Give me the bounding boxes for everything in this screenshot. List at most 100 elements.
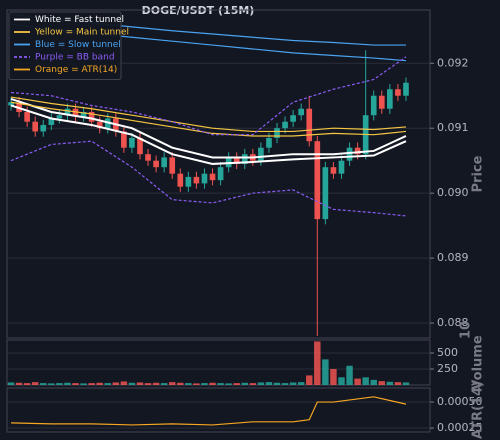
candle-body [88,111,95,122]
candle-body [403,82,409,96]
y-axis-label: Price [471,155,486,192]
volume-bar [160,383,168,385]
candle-body [129,137,135,148]
candle-body [395,89,401,96]
candle-body [378,95,385,109]
candle-body [201,173,208,184]
volume-bar [394,382,402,385]
line-series [10,98,407,159]
candle-body [322,167,329,220]
volume-bar [314,341,321,385]
legend-label: Purple = BB band [35,53,115,63]
candle-body [346,147,353,161]
y-tick-label: 0.088 [437,316,469,329]
candle-body [40,124,47,132]
candle-body [306,108,313,142]
candle-body [314,141,321,220]
candle-body [8,102,14,106]
candle-body [290,115,296,122]
volume-bar [354,378,361,385]
legend-label: Yellow = Main tunnel [34,28,129,38]
y-tick-label: 0.00050 [437,395,483,408]
volume-bar [297,382,305,385]
candle-body [169,157,176,174]
y-tick-label: 0.091 [437,121,469,134]
volume-bar [40,383,47,385]
candle-body [282,121,288,129]
candle-body [32,121,39,132]
volume-bar [80,383,87,385]
candle-body [48,118,55,125]
candle-body [258,147,264,161]
candle-body [64,108,71,116]
volume-bar [306,375,313,385]
volume-bar [330,368,337,385]
candle-body [387,89,393,109]
volume-bar [370,379,377,385]
volume-bar [225,383,232,385]
candle-body [298,108,305,116]
volume-bar [241,382,248,385]
volume-bar [112,382,120,385]
volume-bar [72,383,79,385]
volume-bar [193,383,200,385]
volume-bar [177,382,184,385]
candle-body [137,137,143,155]
candle-body [24,111,30,122]
line-series [10,56,407,136]
volume-bar [169,382,176,385]
volume-bar [144,383,152,385]
legend-label: White = Fast tunnel [35,15,124,25]
legend-label: Orange = ATR(14) [35,65,117,75]
volume-bar [23,383,31,385]
candle-body [233,157,240,164]
y-tick-label: 0.089 [437,251,469,264]
volume-bar [378,381,386,385]
volume-bar [402,382,410,385]
panel-frame [6,387,431,433]
candle-body [177,173,184,187]
volume-bar [31,382,39,385]
volume-bar [15,382,23,385]
y-tick-label: 0.092 [437,56,469,69]
volume-bar [209,382,216,385]
volume-bar [265,382,273,385]
candle-body [330,167,337,174]
line-series [10,104,407,165]
volume-bar [104,383,111,385]
line-series [10,101,407,137]
volume-bar [48,383,55,385]
volume-bar [362,377,369,385]
volume-bar [233,383,240,385]
legend-label: Blue = Slow tunnel [35,40,121,50]
y-tick-label: 250 [437,362,458,375]
candle-body [161,157,167,168]
candle-body [354,147,361,155]
panel-frame [6,9,431,339]
y-tick-label: 0.00025 [437,421,483,434]
volume-bar [64,382,71,385]
volume-bar [7,382,15,385]
candle-body [241,154,248,164]
volume-bar [289,382,297,385]
candle-body [338,160,345,174]
offset-label: 10 [459,321,474,339]
volume-bar [249,383,257,385]
candle-body [145,154,151,161]
candle-body [96,121,103,129]
candle-body [56,115,63,119]
legend-box [8,11,122,80]
volume-bar [96,382,103,385]
volume-bar [201,383,208,385]
line-series [11,396,407,426]
volume-bar [136,382,144,385]
volume-bar [56,383,63,385]
y-axis-label: Volume [471,335,486,390]
candle-body [217,167,224,181]
candle-body [121,131,127,148]
volume-bar [257,382,265,385]
candle-body [193,176,200,184]
volume-bar [152,382,160,385]
candle-body [274,128,280,138]
